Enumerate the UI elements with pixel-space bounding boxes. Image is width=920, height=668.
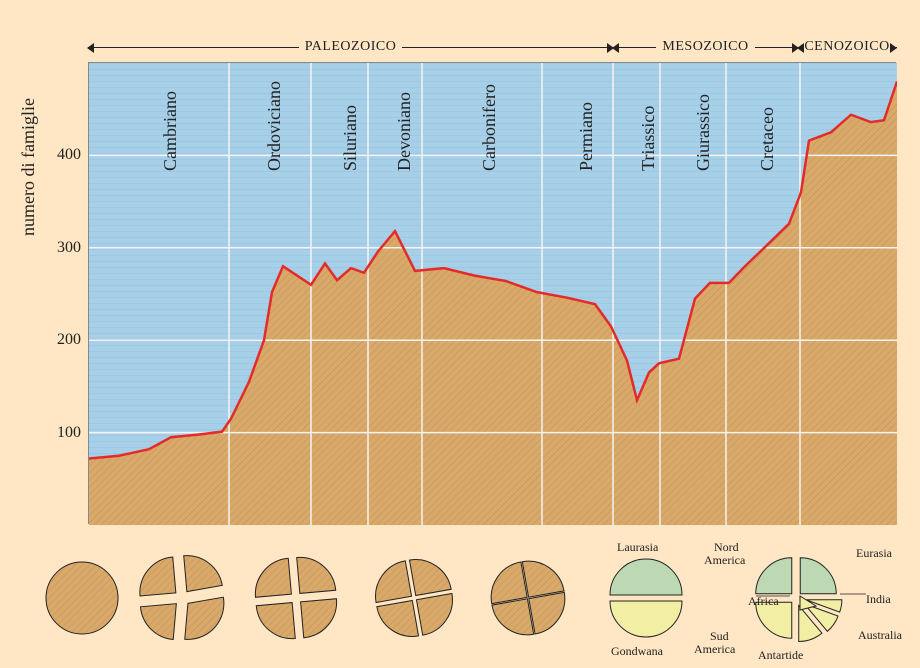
y-tick: 400 bbox=[57, 146, 89, 164]
period-label: Carbonifero bbox=[479, 84, 500, 171]
globe-label: Antartide bbox=[758, 648, 803, 663]
globes-row: LaurasiaGondwanaNordAmericaSudAmericaAfr… bbox=[26, 536, 906, 660]
page: numero di famiglie PALEOZOICO MESOZOICO CE… bbox=[0, 0, 920, 668]
period-label: Triassico bbox=[638, 106, 659, 171]
era-label: PALEOZOICO bbox=[299, 39, 403, 55]
era-bar: PALEOZOICO MESOZOICO CENOZOICO bbox=[88, 32, 896, 62]
y-tick: 300 bbox=[57, 239, 89, 257]
y-tick: 200 bbox=[57, 331, 89, 349]
period-label: Ordoviciano bbox=[264, 81, 285, 171]
period-label: Giurassico bbox=[693, 94, 714, 171]
globe-label: Australia bbox=[858, 628, 902, 643]
period-labels: Cambriano Ordoviciano Siluriano Devoniano Ca… bbox=[89, 63, 895, 523]
y-axis-label: numero di famiglie bbox=[18, 98, 39, 236]
plot: Cambriano Ordoviciano Siluriano Devoniano Ca… bbox=[88, 62, 896, 524]
globe-label: India bbox=[866, 592, 891, 607]
period-label: Devoniano bbox=[394, 92, 415, 171]
y-tick: 100 bbox=[57, 424, 89, 442]
era-label: MESOZOICO bbox=[656, 39, 754, 55]
globe-label: Africa bbox=[748, 594, 779, 609]
era: CENOZOICO bbox=[798, 32, 896, 62]
period-label: Permiano bbox=[576, 102, 597, 171]
globe-label: Laurasia bbox=[617, 540, 658, 555]
globe-label: Gondwana bbox=[611, 644, 663, 659]
era-label: CENOZOICO bbox=[798, 39, 895, 55]
era: MESOZOICO bbox=[613, 32, 798, 62]
period-label: Cretaceo bbox=[757, 107, 778, 171]
era: PALEOZOICO bbox=[88, 32, 613, 62]
globe-label: America bbox=[694, 642, 735, 657]
globe-label: Eurasia bbox=[856, 546, 892, 561]
period-label: Siluriano bbox=[340, 105, 361, 171]
chart-area: numero di famiglie PALEOZOICO MESOZOICO CE… bbox=[12, 6, 908, 528]
globe-label: America bbox=[704, 553, 745, 568]
period-label: Cambriano bbox=[160, 91, 181, 171]
